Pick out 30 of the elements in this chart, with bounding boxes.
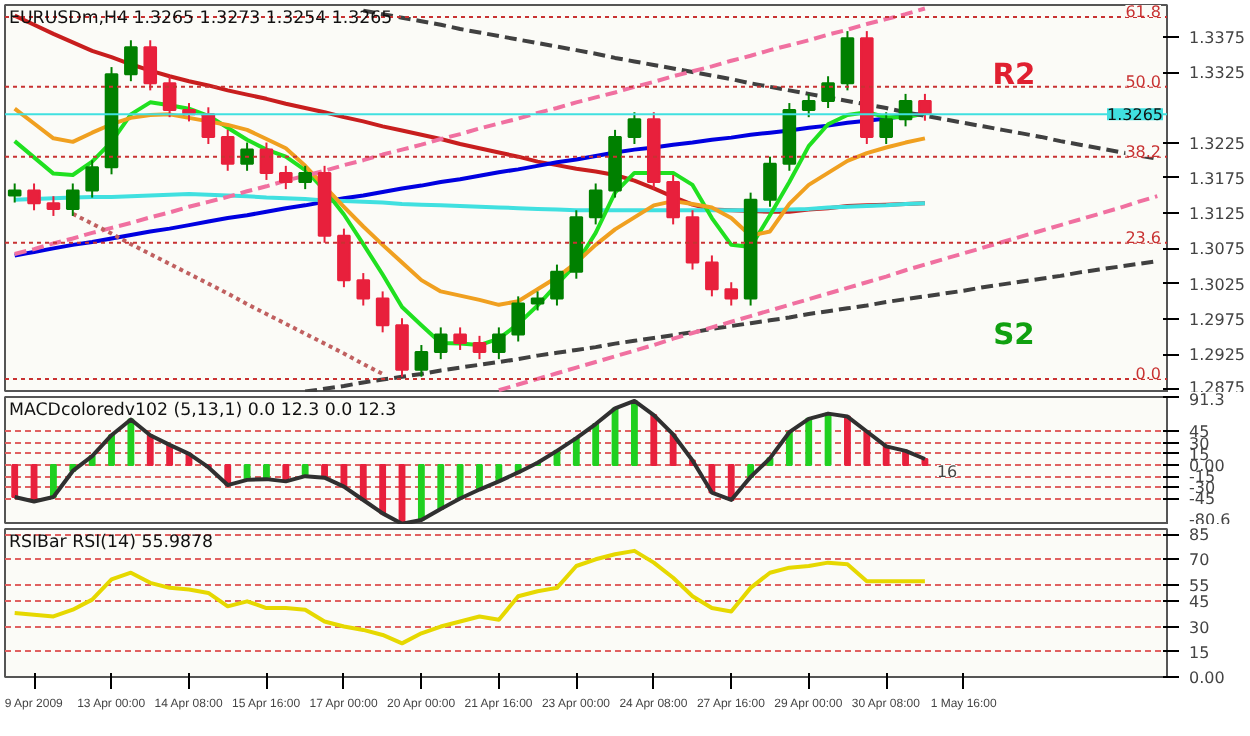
y-tick-label: 1.2925 <box>1189 346 1245 365</box>
annotation: 16 <box>936 463 958 482</box>
y-tick-label: 30 <box>1189 618 1210 637</box>
y-tick-label: 45 <box>1189 593 1210 612</box>
y-tick-label: 1.2975 <box>1189 310 1245 329</box>
y-tick-label: 30 <box>1189 434 1210 453</box>
y-tick-label: 1.3175 <box>1189 169 1245 188</box>
annotation: 38.2 <box>1125 142 1161 161</box>
y-tick-label: 1.3125 <box>1189 205 1245 224</box>
y-tick-label: 85 <box>1189 526 1210 545</box>
annotation: 0.0 <box>1135 364 1162 383</box>
y-tick-label: 1.3075 <box>1189 240 1245 259</box>
annotation: 50.0 <box>1125 72 1161 91</box>
annotation: 23.6 <box>1125 228 1161 247</box>
y-tick-label: 0.00 <box>1189 456 1225 475</box>
y-tick-label: 1.3225 <box>1189 134 1245 153</box>
y-tick-label: 15 <box>1189 643 1210 662</box>
ref-line-label: 1.3265 <box>1107 106 1164 125</box>
chart-title: MACDcoloredv102 (5,13,1) 0.0 12.3 0.0 12.3 <box>9 401 397 421</box>
y-tick-label: 1.3325 <box>1189 64 1245 83</box>
annotation: S2 <box>993 317 1035 352</box>
y-tick-label: 0.00 <box>1189 669 1225 687</box>
chart-title: RSIBar RSI(14) 55.9878 <box>9 533 213 553</box>
annotation: R2 <box>992 57 1036 92</box>
y-tick-label: 1.3025 <box>1189 275 1245 294</box>
y-tick-label: 55 <box>1189 576 1210 595</box>
y-tick-label: 1.3375 <box>1189 28 1245 47</box>
annotation: 61.8 <box>1125 2 1161 21</box>
y-tick-label: 70 <box>1189 551 1210 570</box>
y-tick-label: 91.3 <box>1189 391 1225 409</box>
